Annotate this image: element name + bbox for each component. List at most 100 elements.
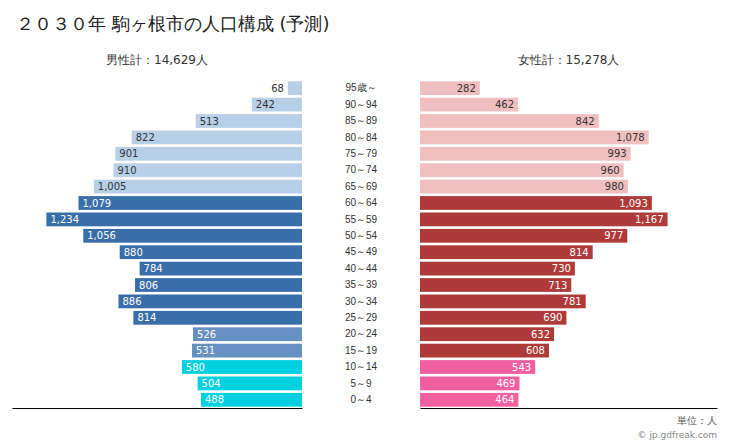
category-label: 85～89 <box>345 115 378 126</box>
data-label: 1,167 <box>635 214 664 225</box>
tick: 95歳～ <box>345 82 376 93</box>
data-label: 960 <box>601 165 620 176</box>
tick: 5～9 <box>350 378 372 389</box>
bar <box>196 114 302 128</box>
bar <box>198 377 302 391</box>
tick: 30～34 <box>345 296 378 307</box>
tick: 70～74 <box>345 164 378 175</box>
category-label: 20～24 <box>345 328 378 339</box>
data-label: 781 <box>563 296 582 307</box>
annotation: © jp.gdfreak.com <box>638 430 717 440</box>
tick: 0～4 <box>350 394 372 405</box>
tick: 85～89 <box>345 115 378 126</box>
bar <box>252 98 302 112</box>
data-label: 608 <box>526 345 545 356</box>
tick: 80～84 <box>345 132 378 143</box>
tick: 25～29 <box>345 312 378 323</box>
bar <box>83 229 302 243</box>
bar <box>420 131 649 145</box>
bar <box>132 131 302 145</box>
tick: 10～14 <box>345 361 378 372</box>
bar <box>420 327 554 341</box>
bar <box>420 98 518 112</box>
panel-header: 女性計：15,278人 <box>518 53 620 67</box>
category-label: 70～74 <box>345 164 378 175</box>
bar <box>46 213 302 227</box>
chart: ２０３０年 駒ヶ根市の人口構成 (予測)男性計：14,629人488504580… <box>0 0 729 446</box>
category-label: 15～19 <box>345 345 378 356</box>
bar <box>118 295 302 309</box>
data-label: 464 <box>495 394 514 405</box>
data-label: 1,078 <box>616 132 645 143</box>
bar <box>420 196 652 210</box>
category-label: 50～54 <box>345 230 378 241</box>
annotation: 単位：人 <box>677 415 717 426</box>
data-label: 814 <box>570 247 589 258</box>
bar <box>115 147 302 161</box>
category-label: 40～44 <box>345 263 378 274</box>
tick: 55～59 <box>345 214 378 225</box>
data-label: 713 <box>548 280 567 291</box>
category-label: 45～49 <box>345 246 378 257</box>
category-label: 25～29 <box>345 312 378 323</box>
tick: 20～24 <box>345 328 378 339</box>
bar <box>420 213 668 227</box>
data-label: 1,079 <box>82 198 111 209</box>
data-label: 886 <box>122 296 141 307</box>
bar <box>420 393 518 407</box>
data-label: 469 <box>496 378 515 389</box>
category-label: 30～34 <box>345 296 378 307</box>
bar <box>420 147 631 161</box>
category-label: 10～14 <box>345 361 378 372</box>
data-label: 68 <box>271 83 284 94</box>
tick: 65～69 <box>345 181 378 192</box>
data-label: 580 <box>186 362 205 373</box>
category-label: 60～64 <box>345 197 378 208</box>
category-label: 90～94 <box>345 99 378 110</box>
data-label: 513 <box>200 116 219 127</box>
axis-line <box>13 408 303 409</box>
bar <box>140 262 302 276</box>
data-label: 842 <box>576 116 595 127</box>
data-label: 806 <box>139 280 158 291</box>
data-label: 690 <box>543 312 562 323</box>
bar <box>420 344 549 358</box>
data-label: 993 <box>608 148 627 159</box>
category-label: 0～4 <box>350 394 372 405</box>
bar <box>182 360 302 374</box>
bar <box>420 114 599 128</box>
data-label: 1,005 <box>98 181 127 192</box>
category-label: 65～69 <box>345 181 378 192</box>
data-label: 1,093 <box>619 198 648 209</box>
data-label: 1,056 <box>87 230 116 241</box>
data-label: 632 <box>531 329 550 340</box>
data-label: 814 <box>137 312 156 323</box>
panel-header: 男性計：14,629人 <box>106 53 208 67</box>
category-label: 35～39 <box>345 279 378 290</box>
data-label: 526 <box>197 329 216 340</box>
title: ２０３０年 駒ヶ根市の人口構成 (予測) <box>16 13 330 34</box>
data-label: 531 <box>196 345 215 356</box>
data-label: 784 <box>144 263 163 274</box>
bars <box>420 81 668 406</box>
data-label: 242 <box>256 99 275 110</box>
tick: 75～79 <box>345 148 378 159</box>
bar <box>78 196 302 210</box>
category-label: 55～59 <box>345 214 378 225</box>
tick: 15～19 <box>345 345 378 356</box>
bar <box>420 360 535 374</box>
data-label: 980 <box>605 181 624 192</box>
bar <box>120 245 302 259</box>
data-label: 901 <box>119 148 138 159</box>
data-label: 822 <box>136 132 155 143</box>
bar <box>192 344 302 358</box>
data-label: 488 <box>205 394 224 405</box>
x-axis <box>421 408 718 409</box>
bar <box>420 81 480 95</box>
bar <box>420 377 519 391</box>
bar <box>135 278 302 292</box>
bar <box>420 311 566 325</box>
tick: 50～54 <box>345 230 378 241</box>
tick: 90～94 <box>345 99 378 110</box>
bar <box>420 295 586 309</box>
